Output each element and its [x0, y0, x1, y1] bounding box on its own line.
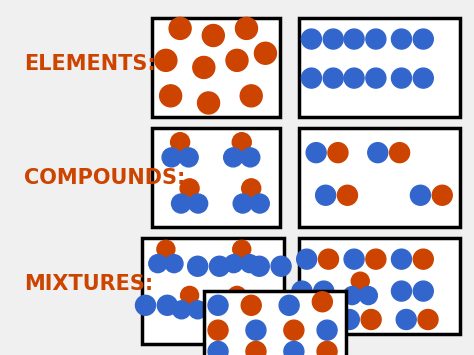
Circle shape: [241, 148, 260, 167]
Circle shape: [323, 29, 343, 49]
Circle shape: [181, 286, 199, 304]
Circle shape: [255, 42, 276, 64]
Circle shape: [208, 342, 228, 355]
Circle shape: [361, 310, 381, 329]
Circle shape: [410, 185, 430, 205]
Circle shape: [165, 255, 183, 273]
Circle shape: [344, 68, 364, 88]
Circle shape: [246, 342, 266, 355]
Bar: [152, 128, 280, 227]
Circle shape: [323, 68, 343, 88]
Text: COMPOUNDS:: COMPOUNDS:: [24, 168, 185, 187]
Circle shape: [241, 255, 259, 273]
Circle shape: [162, 148, 181, 167]
Circle shape: [233, 240, 251, 258]
Text: ELEMENTS:: ELEMENTS:: [24, 54, 155, 74]
Circle shape: [250, 194, 269, 213]
Circle shape: [316, 185, 336, 205]
Circle shape: [359, 286, 377, 305]
Bar: [204, 291, 346, 355]
Circle shape: [279, 295, 299, 315]
Circle shape: [366, 68, 386, 88]
Bar: [299, 238, 460, 334]
Circle shape: [157, 295, 177, 315]
Bar: [142, 238, 284, 344]
Circle shape: [173, 301, 191, 319]
Circle shape: [344, 29, 364, 49]
Circle shape: [136, 295, 155, 315]
Circle shape: [396, 310, 416, 329]
Circle shape: [292, 281, 312, 301]
Circle shape: [157, 240, 175, 258]
Circle shape: [366, 249, 386, 269]
Circle shape: [312, 292, 332, 312]
Circle shape: [232, 133, 251, 152]
Circle shape: [339, 310, 359, 329]
Circle shape: [392, 68, 411, 88]
Circle shape: [249, 256, 269, 276]
Circle shape: [224, 148, 243, 167]
Circle shape: [179, 148, 198, 167]
Circle shape: [284, 342, 304, 355]
Circle shape: [236, 17, 257, 39]
Circle shape: [155, 49, 177, 71]
Circle shape: [344, 249, 364, 269]
Circle shape: [241, 295, 261, 315]
Bar: [299, 128, 460, 227]
Circle shape: [220, 301, 238, 319]
Circle shape: [413, 281, 433, 301]
Circle shape: [366, 29, 386, 49]
Circle shape: [171, 133, 190, 152]
Circle shape: [413, 29, 433, 49]
Circle shape: [266, 302, 286, 322]
Circle shape: [392, 281, 411, 301]
Circle shape: [413, 68, 433, 88]
Circle shape: [172, 194, 191, 213]
Circle shape: [188, 256, 208, 276]
Circle shape: [432, 185, 452, 205]
Circle shape: [337, 185, 357, 205]
Circle shape: [284, 320, 304, 340]
Circle shape: [301, 68, 321, 88]
Circle shape: [413, 249, 433, 269]
Circle shape: [208, 295, 228, 315]
Circle shape: [343, 286, 361, 305]
Circle shape: [189, 301, 207, 319]
Circle shape: [351, 272, 369, 290]
Circle shape: [189, 194, 208, 213]
Bar: [299, 18, 460, 117]
Circle shape: [418, 310, 438, 329]
Circle shape: [306, 143, 326, 163]
Circle shape: [202, 24, 224, 47]
Circle shape: [271, 256, 291, 276]
Circle shape: [245, 302, 264, 322]
Circle shape: [233, 194, 252, 213]
Circle shape: [226, 49, 248, 71]
Circle shape: [390, 143, 410, 163]
Circle shape: [392, 249, 411, 269]
Circle shape: [246, 320, 266, 340]
Circle shape: [392, 29, 411, 49]
Circle shape: [297, 249, 317, 269]
Circle shape: [301, 29, 321, 49]
Circle shape: [368, 143, 388, 163]
Circle shape: [314, 281, 334, 301]
Circle shape: [198, 92, 219, 114]
Circle shape: [240, 85, 262, 107]
Circle shape: [208, 320, 228, 340]
Circle shape: [328, 143, 348, 163]
Circle shape: [242, 179, 261, 198]
Circle shape: [317, 342, 337, 355]
Circle shape: [180, 179, 199, 198]
Circle shape: [160, 85, 182, 107]
Circle shape: [169, 17, 191, 39]
Circle shape: [308, 310, 328, 329]
Bar: [152, 18, 280, 117]
Circle shape: [210, 256, 229, 276]
Circle shape: [319, 249, 338, 269]
Circle shape: [228, 286, 246, 304]
Text: MIXTURES:: MIXTURES:: [24, 274, 153, 294]
Circle shape: [225, 255, 243, 273]
Circle shape: [317, 320, 337, 340]
